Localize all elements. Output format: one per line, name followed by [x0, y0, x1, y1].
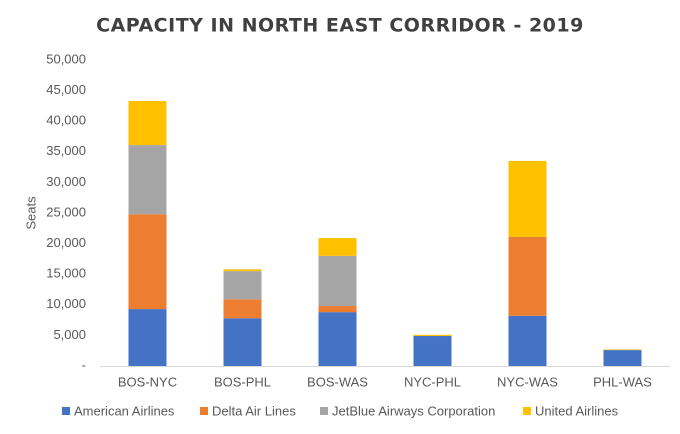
y-tick-label: 40,000 — [46, 113, 86, 128]
legend-swatch — [523, 407, 531, 415]
bar-segment — [223, 269, 262, 272]
y-tick-label: 25,000 — [46, 204, 86, 219]
y-tick-label: 5,000 — [53, 327, 86, 342]
y-tick-label: 15,000 — [46, 266, 86, 281]
x-tick-label: BOS-NYC — [118, 374, 177, 389]
y-tick-label: 10,000 — [46, 296, 86, 311]
legend-label: JetBlue Airways Corporation — [332, 403, 495, 418]
bar-segment — [413, 336, 452, 366]
y-tick-label: - — [82, 357, 86, 372]
bar-segment — [128, 101, 167, 146]
y-tick-label: 50,000 — [46, 51, 86, 66]
legend-label: American Airlines — [74, 403, 175, 418]
bar-segment — [128, 214, 167, 310]
bar-segment — [413, 334, 452, 337]
legend-swatch — [200, 407, 208, 415]
y-tick-label: 35,000 — [46, 143, 86, 158]
bar-segment — [508, 236, 547, 316]
bar-segment — [318, 238, 357, 256]
bar-segment — [318, 312, 357, 366]
bar-segment — [508, 315, 547, 366]
y-tick-label: 45,000 — [46, 82, 86, 97]
bar-segment — [223, 271, 262, 300]
bar-segment — [603, 350, 642, 366]
legend-swatch — [62, 407, 70, 415]
bar-segment — [603, 349, 642, 351]
bar-segment — [128, 145, 167, 215]
legend-label: United Airlines — [535, 403, 619, 418]
y-axis-label: Seats — [23, 196, 38, 230]
x-tick-label: NYC-WAS — [497, 374, 558, 389]
bar-segment — [508, 160, 547, 237]
x-tick-label: PHL-WAS — [593, 374, 652, 389]
legend-label: Delta Air Lines — [212, 403, 296, 418]
x-tick-label: BOS-PHL — [214, 374, 271, 389]
bar-segment — [128, 309, 167, 366]
x-tick-label: NYC-PHL — [404, 374, 461, 389]
legend-swatch — [320, 407, 328, 415]
y-tick-label: 30,000 — [46, 174, 86, 189]
bar-segment — [223, 318, 262, 366]
bar-segment — [318, 255, 357, 307]
bar-segment — [223, 299, 262, 319]
y-tick-label: 20,000 — [46, 235, 86, 250]
x-tick-label: BOS-WAS — [307, 374, 368, 389]
chart-title: CAPACITY IN NORTH EAST CORRIDOR - 2019 — [96, 15, 584, 37]
bar-segment — [318, 306, 357, 313]
